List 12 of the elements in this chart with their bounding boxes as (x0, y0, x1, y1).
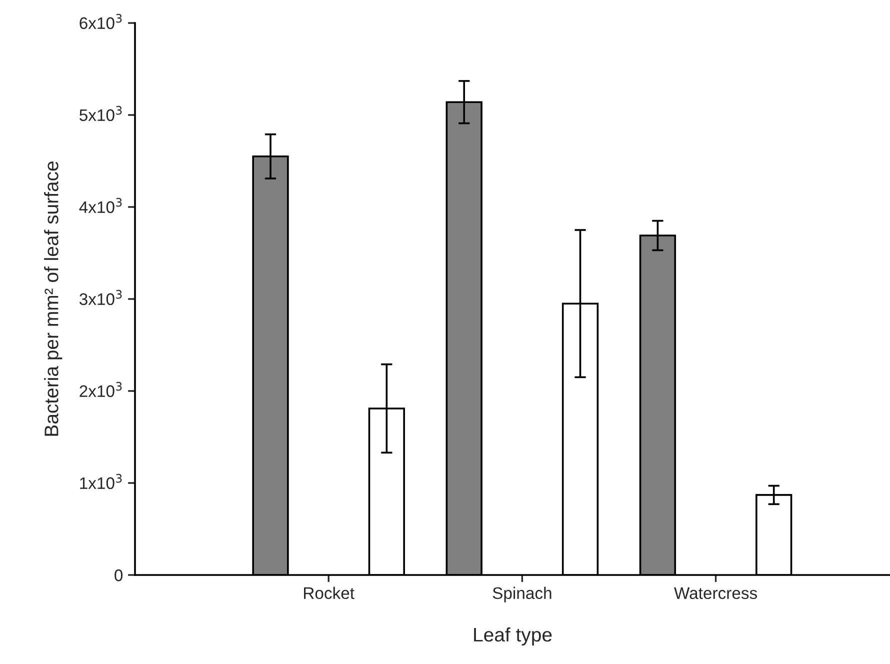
x-axis-title: Leaf type (474, 627, 552, 646)
y-tick-label: 6x10$^{3}$ (80, 14, 122, 30)
y-tick-label: 2x10$^{3}$ (80, 382, 122, 398)
x-tick-label: Watercress (674, 587, 757, 600)
y-axis-title: Bacteria per mm² of leaf surface (44, 162, 62, 436)
y-tick-label: 0 (114, 569, 123, 582)
y-tick-label: 1x10$^{3}$ (80, 474, 122, 490)
x-tick-label: Spinach (492, 586, 552, 602)
y-tick-label: 4x10$^{3}$ (79, 198, 122, 214)
x-tick-label: Rocket (304, 586, 354, 600)
y-tick-label: 5x10$^{3}$ (80, 106, 122, 122)
y-tick-label: 3x10$^{3}$ (79, 290, 122, 306)
